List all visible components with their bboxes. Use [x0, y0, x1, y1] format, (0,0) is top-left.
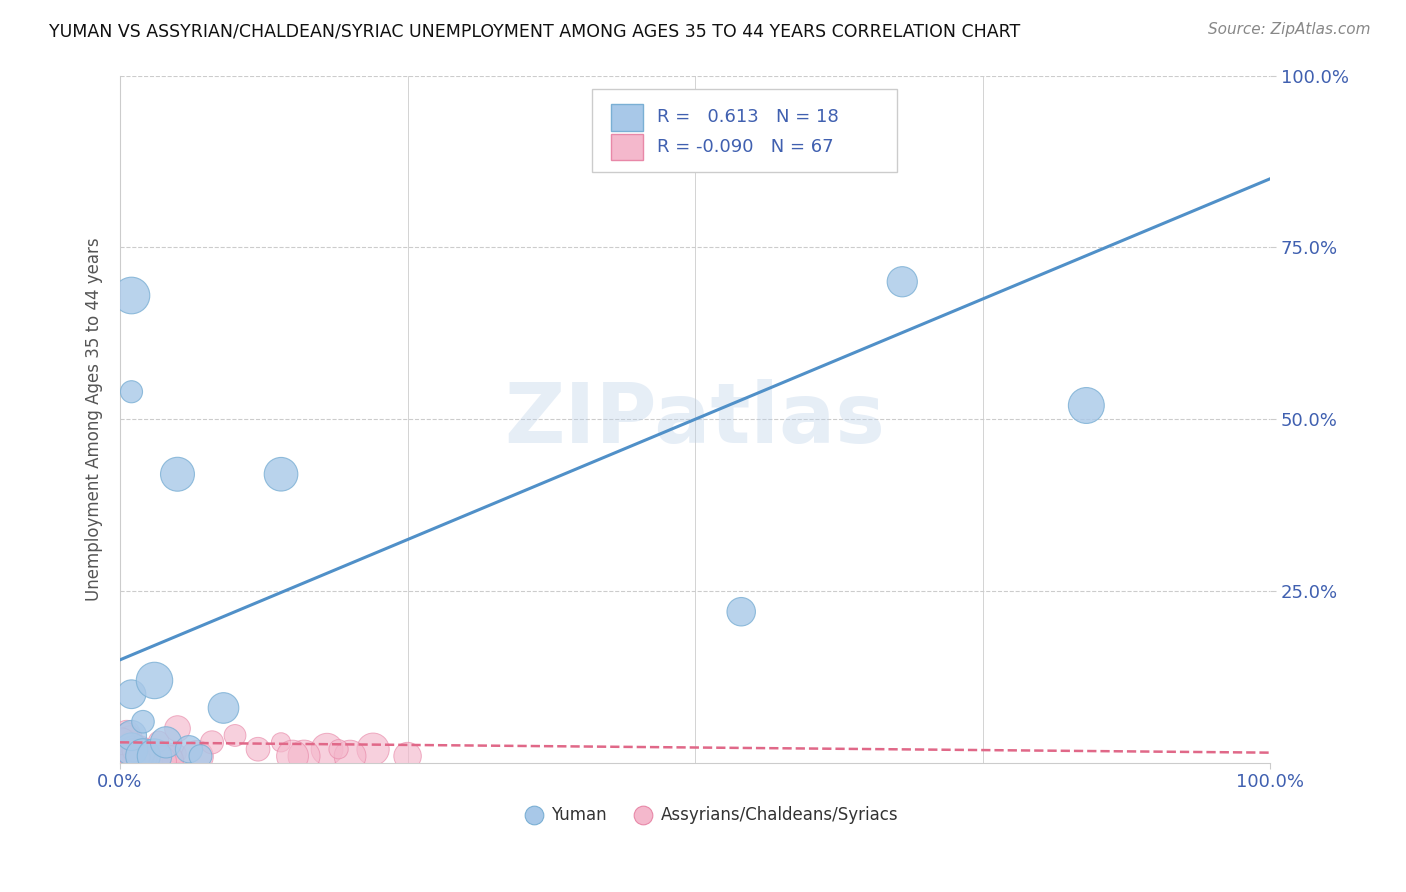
Point — [111, 745, 134, 759]
Point — [1076, 399, 1098, 413]
Point — [120, 736, 142, 750]
Point — [125, 755, 148, 769]
Point — [134, 746, 156, 760]
Point — [114, 747, 136, 761]
Point — [127, 746, 149, 760]
Point — [143, 673, 166, 688]
Point — [155, 735, 177, 749]
Text: R =   0.613   N = 18: R = 0.613 N = 18 — [657, 109, 839, 127]
Point — [121, 384, 143, 399]
Point — [292, 749, 315, 764]
Point — [115, 726, 138, 740]
Point — [523, 807, 546, 822]
Point — [166, 722, 188, 736]
Point — [132, 746, 155, 760]
FancyBboxPatch shape — [592, 89, 897, 172]
Point — [120, 731, 142, 745]
Point — [124, 746, 146, 760]
Point — [122, 747, 145, 762]
Point — [212, 701, 235, 715]
Point — [125, 745, 148, 759]
Point — [115, 726, 138, 740]
Point — [361, 742, 384, 756]
Point — [121, 742, 143, 756]
Point — [339, 749, 361, 764]
Point — [281, 749, 304, 764]
Point — [114, 753, 136, 767]
Y-axis label: Unemployment Among Ages 35 to 44 years: Unemployment Among Ages 35 to 44 years — [86, 237, 103, 601]
Point — [121, 729, 143, 743]
Point — [143, 749, 166, 764]
Point — [141, 755, 163, 769]
Point — [115, 749, 138, 764]
Point — [891, 275, 914, 289]
Text: Assyrians/Chaldeans/Syriacs: Assyrians/Chaldeans/Syriacs — [661, 805, 898, 823]
Point — [118, 745, 141, 759]
Point — [131, 750, 153, 764]
Point — [633, 807, 655, 822]
Point — [122, 743, 145, 757]
Text: YUMAN VS ASSYRIAN/CHALDEAN/SYRIAC UNEMPLOYMENT AMONG AGES 35 TO 44 YEARS CORRELA: YUMAN VS ASSYRIAN/CHALDEAN/SYRIAC UNEMPL… — [49, 22, 1021, 40]
Point — [247, 742, 270, 756]
Point — [166, 467, 188, 482]
Point — [132, 714, 155, 729]
Point — [110, 748, 132, 763]
Point — [328, 742, 350, 756]
Point — [121, 288, 143, 302]
Point — [118, 740, 141, 755]
Text: Source: ZipAtlas.com: Source: ZipAtlas.com — [1208, 22, 1371, 37]
Point — [121, 740, 143, 755]
Point — [115, 752, 138, 766]
Point — [110, 747, 132, 762]
Point — [121, 756, 143, 770]
Point — [125, 740, 148, 755]
Point — [132, 754, 155, 768]
Point — [121, 687, 143, 701]
Point — [148, 734, 170, 748]
Text: ZIPatlas: ZIPatlas — [505, 379, 886, 459]
Point — [131, 754, 153, 768]
FancyBboxPatch shape — [612, 134, 644, 160]
Point — [124, 750, 146, 764]
Point — [270, 467, 292, 482]
Point — [115, 750, 138, 764]
Point — [134, 756, 156, 770]
Point — [111, 734, 134, 748]
FancyBboxPatch shape — [612, 104, 644, 130]
Point — [177, 742, 200, 756]
Point — [270, 735, 292, 749]
Point — [201, 735, 224, 749]
Point — [730, 605, 752, 619]
Point — [114, 755, 136, 769]
Point — [114, 754, 136, 768]
Point — [115, 743, 138, 757]
Point — [396, 749, 419, 764]
Point — [156, 752, 179, 766]
Point — [125, 752, 148, 766]
Point — [316, 742, 339, 756]
Text: R = -0.090   N = 67: R = -0.090 N = 67 — [657, 138, 834, 156]
Point — [155, 747, 177, 761]
Text: Yuman: Yuman — [551, 805, 607, 823]
Point — [115, 756, 138, 770]
Point — [115, 745, 138, 759]
Point — [112, 755, 135, 769]
Point — [111, 747, 134, 761]
Point — [157, 754, 180, 768]
Point — [114, 749, 136, 764]
Point — [120, 748, 142, 763]
Point — [110, 751, 132, 765]
Point — [121, 754, 143, 768]
Point — [190, 749, 212, 764]
Point — [127, 745, 149, 759]
Point — [132, 749, 155, 764]
Point — [186, 749, 208, 764]
Point — [224, 729, 246, 743]
Point — [149, 754, 172, 768]
Point — [121, 753, 143, 767]
Point — [121, 754, 143, 768]
Point — [166, 747, 188, 761]
Point — [117, 749, 139, 764]
